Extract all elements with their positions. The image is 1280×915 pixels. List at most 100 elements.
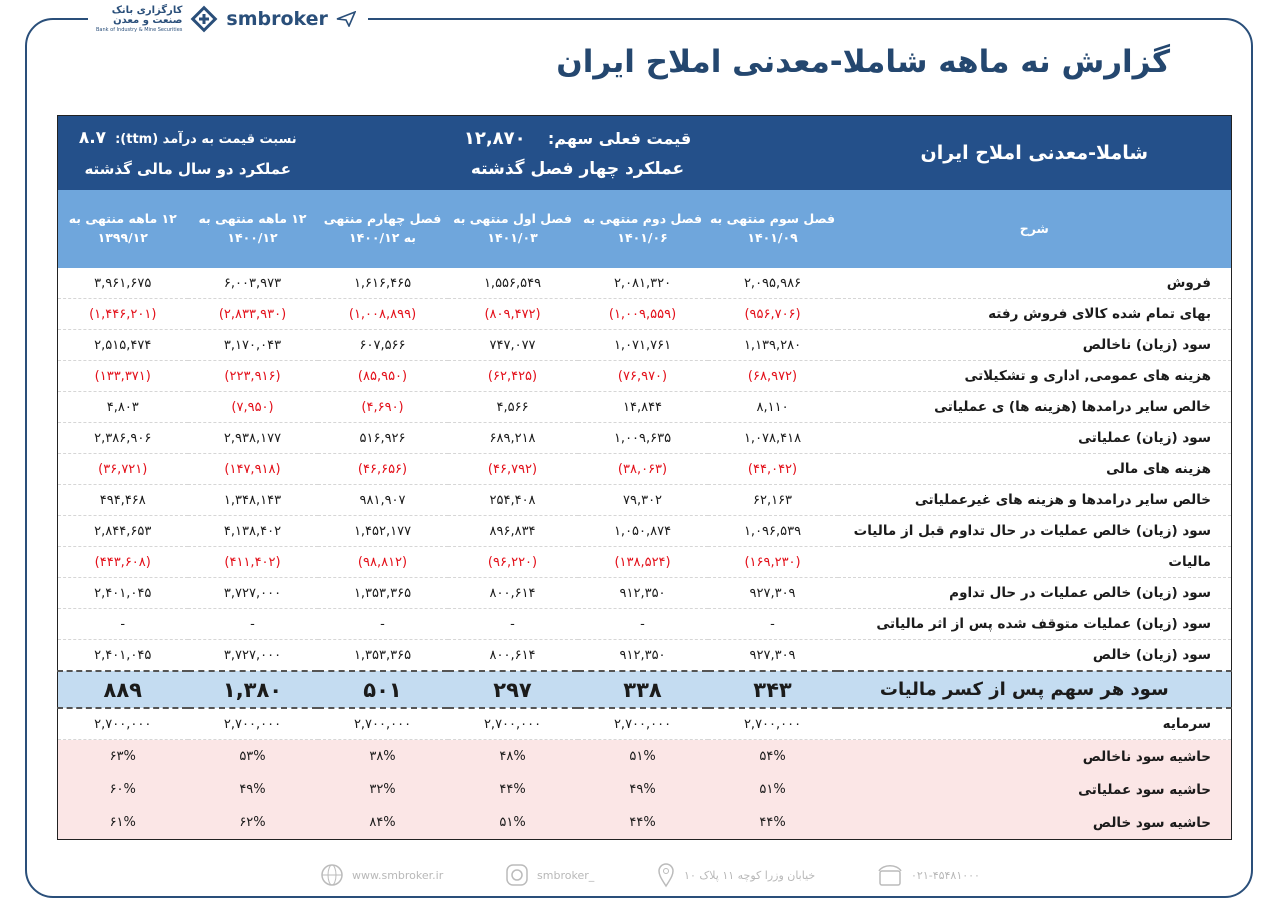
row-label: سود (زیان) خالص bbox=[837, 639, 1232, 672]
cell: ۳۳۸ bbox=[577, 670, 708, 709]
cell: ۵۱% bbox=[707, 773, 838, 806]
cell: (۲,۸۳۳,۹۳۰) bbox=[187, 298, 318, 330]
report-table: شاملا-معدنی املاح ایران قیمت فعلی سهم: ۱… bbox=[57, 115, 1233, 840]
row-label: خالص سایر درامدها و هزینه های غیرعملیاتی bbox=[837, 484, 1232, 516]
cell: (۷,۹۵۰) bbox=[187, 391, 318, 423]
bank-name-1: کارگزاری بانک bbox=[111, 4, 183, 16]
brand-icon bbox=[336, 11, 356, 27]
quarters-head: قیمت فعلی سهم: ۱۲,۸۷۰ عملکرد چهار فصل گذ… bbox=[317, 115, 838, 190]
cell: ۱,۴۵۲,۱۷۷ bbox=[317, 515, 448, 547]
cell: ۱,۶۱۶,۴۶۵ bbox=[317, 268, 448, 299]
address-item: خیابان وزرا کوچه ۱۱ پلاک ۱۰ bbox=[656, 862, 815, 888]
column-header: ۱۲ ماهه منتهی به ۱۴۰۰/۱۲ bbox=[187, 190, 318, 268]
table-row: سرمایه ۲,۷۰۰,۰۰۰ ۲,۷۰۰,۰۰۰ ۲,۷۰۰,۰۰۰ ۲,۷۰۰,۰… bbox=[57, 708, 1232, 740]
cell: ۳,۷۲۷,۰۰۰ bbox=[187, 639, 318, 672]
cell: ۳,۷۲۷,۰۰۰ bbox=[187, 577, 318, 609]
table-row: سود (زیان) خالص ۹۲۷,۳۰۹ ۹۱۲,۳۵۰ ۸۰۰,۶۱۴ ۱,۳۵… bbox=[57, 639, 1232, 672]
address: خیابان وزرا کوچه ۱۱ پلاک ۱۰ bbox=[684, 868, 816, 882]
cell: (۴,۶۹۰) bbox=[317, 391, 448, 423]
bank-name-2: صنعت و معدن bbox=[113, 14, 183, 26]
bank-name-en: Bank of Industry & Mine Securities bbox=[96, 26, 183, 33]
cell: ۲,۷۰۰,۰۰۰ bbox=[447, 708, 578, 740]
cell: (۴۱۱,۴۰۲) bbox=[187, 546, 318, 578]
cell: - bbox=[317, 608, 448, 640]
cell: ۳,۱۷۰,۰۴۳ bbox=[187, 329, 318, 361]
cell: ۶۳% bbox=[57, 739, 188, 773]
website-item: www.smbroker.ir bbox=[320, 863, 443, 887]
cell: ۴۴% bbox=[577, 806, 708, 840]
cell: (۷۶,۹۷۰) bbox=[577, 360, 708, 392]
cell: ۵۱۶,۹۲۶ bbox=[317, 422, 448, 454]
cell: (۱۶۹,۲۳۰) bbox=[707, 546, 838, 578]
row-label: حاشیه سود ناخالص bbox=[837, 739, 1232, 773]
row-label: بهای تمام شده کالای فروش رفته bbox=[837, 298, 1232, 330]
row-label: سود (زیان) خالص عملیات در حال تداوم bbox=[837, 577, 1232, 609]
table-row: سود هر سهم پس از کسر مالیات ۳۴۳ ۳۳۸ ۲۹۷ ۵۰۱ ۱… bbox=[57, 670, 1232, 709]
footer: www.smbroker.ir smbroker_ خیابان وزرا کو… bbox=[320, 862, 980, 888]
cell: ۲,۰۸۱,۳۲۰ bbox=[577, 268, 708, 299]
row-label: خالص سایر درامدها (هزینه ها) ی عملیاتی bbox=[837, 391, 1232, 423]
table-row: سود (زیان) عملیاتی ۱,۰۷۸,۴۱۸ ۱,۰۰۹,۶۳۵ ۶۸۹,… bbox=[57, 422, 1232, 454]
cell: (۸۰۹,۴۷۲) bbox=[447, 298, 578, 330]
cell: (۶۲,۴۲۵) bbox=[447, 360, 578, 392]
cell: ۹۲۷,۳۰۹ bbox=[707, 639, 838, 672]
cell: (۴۴۳,۶۰۸) bbox=[57, 546, 188, 578]
cell: ۶۲% bbox=[187, 806, 318, 840]
cell: (۴۶,۷۹۲) bbox=[447, 453, 578, 485]
cell: (۸۵,۹۵۰) bbox=[317, 360, 448, 392]
table-row: مالیات (۱۶۹,۲۳۰) (۱۳۸,۵۲۴) (۹۶,۲۲۰) (۹۸,۸۱۲)… bbox=[57, 546, 1232, 578]
cell: ۷۴۷,۰۷۷ bbox=[447, 329, 578, 361]
table-row: خالص سایر درامدها (هزینه ها) ی عملیاتی ۸,… bbox=[57, 391, 1232, 423]
cell: ۴۸% bbox=[447, 739, 578, 773]
price-line: قیمت فعلی سهم: ۱۲,۸۷۰ bbox=[318, 128, 838, 149]
cell: ۱۴,۸۴۴ bbox=[577, 391, 708, 423]
bank-logo bbox=[190, 5, 218, 33]
cell: ۱,۳۴۸,۱۴۳ bbox=[187, 484, 318, 516]
cell: (۱,۴۴۶,۲۰۱) bbox=[57, 298, 188, 330]
row-label: فروش bbox=[837, 268, 1232, 299]
cell: - bbox=[447, 608, 578, 640]
table-row: هزینه های عمومی, اداری و تشکیلاتی (۶۸,۹۷۲… bbox=[57, 360, 1232, 392]
cell: ۶۰۷,۵۶۶ bbox=[317, 329, 448, 361]
logo: کارگزاری بانک صنعت و معدن Bank of Industry… bbox=[88, 2, 368, 36]
cell: ۶۰% bbox=[57, 773, 188, 806]
cell: ۲,۷۰۰,۰۰۰ bbox=[707, 708, 838, 740]
price: ۱۲,۸۷۰ bbox=[463, 127, 526, 149]
cell: ۸,۱۱۰ bbox=[707, 391, 838, 423]
cell: - bbox=[577, 608, 708, 640]
cell: ۷۹,۳۰۲ bbox=[577, 484, 708, 516]
cell: ۳,۹۶۱,۶۷۵ bbox=[57, 268, 188, 299]
bank-name: کارگزاری بانک صنعت و معدن Bank of Industry… bbox=[96, 4, 183, 33]
cell: ۳۸% bbox=[317, 739, 448, 773]
cell: ۱,۱۳۹,۲۸۰ bbox=[707, 329, 838, 361]
cell: (۱۴۷,۹۱۸) bbox=[187, 453, 318, 485]
phone: ۰۲۱-۴۵۴۸۱۰۰۰ bbox=[911, 868, 980, 882]
title: گزارش نه ماهه شاملا-معدنی املاح ایران bbox=[556, 44, 1170, 80]
table-row: سود (زیان) عملیات متوقف شده پس از اثر ما… bbox=[57, 608, 1232, 640]
cell: ۴,۸۰۳ bbox=[57, 391, 188, 423]
cell: ۲,۷۰۰,۰۰۰ bbox=[187, 708, 318, 740]
row-label: هزینه های عمومی, اداری و تشکیلاتی bbox=[837, 360, 1232, 392]
cell: ۸۰۰,۶۱۴ bbox=[447, 639, 578, 672]
phone-icon bbox=[878, 865, 902, 886]
header-row: شاملا-معدنی املاح ایران قیمت فعلی سهم: ۱… bbox=[57, 115, 1232, 190]
cell: ۳۲% bbox=[317, 773, 448, 806]
column-header: ۱۲ ماهه منتهی به ۱۳۹۹/۱۲ bbox=[57, 190, 188, 268]
group-quarters: عملکرد چهار فصل گذشته bbox=[470, 158, 685, 179]
cell: ۴۹% bbox=[187, 773, 318, 806]
cell: ۵۱% bbox=[577, 739, 708, 773]
column-header: فصل دوم منتهی به ۱۴۰۱/۰۶ bbox=[577, 190, 708, 268]
cell: ۲,۰۹۵,۹۸۶ bbox=[707, 268, 838, 299]
table-body: شاملا-معدنی املاح ایران قیمت فعلی سهم: ۱… bbox=[57, 115, 1232, 840]
cell: ۶۲,۱۶۳ bbox=[707, 484, 838, 516]
cell: ۲,۳۸۶,۹۰۶ bbox=[57, 422, 188, 454]
pe-label: نسبت قیمت به درآمد (ttm): bbox=[115, 132, 297, 147]
cell: (۹۸,۸۱۲) bbox=[317, 546, 448, 578]
cell: (۱۳۳,۳۷۱) bbox=[57, 360, 188, 392]
cell: ۸۴% bbox=[317, 806, 448, 840]
cell: ۲,۷۰۰,۰۰۰ bbox=[317, 708, 448, 740]
cell: ۸۹۶,۸۳۴ bbox=[447, 515, 578, 547]
row-label: حاشیه سود خالص bbox=[837, 806, 1232, 840]
cell: ۵۱% bbox=[447, 806, 578, 840]
cell: ۲۹۷ bbox=[447, 670, 578, 709]
